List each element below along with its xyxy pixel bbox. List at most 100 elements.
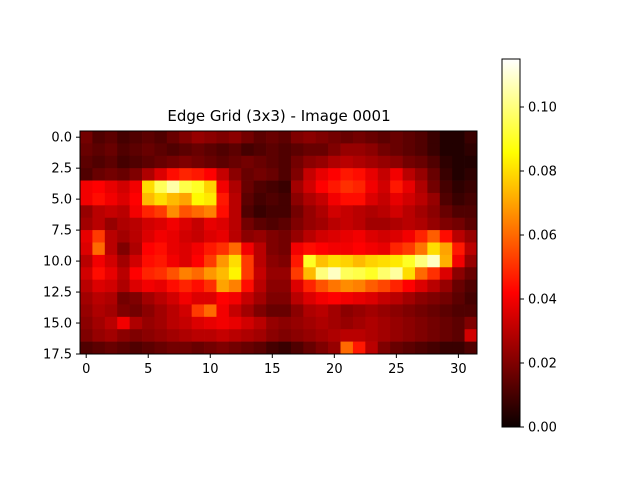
heat-cell	[402, 217, 416, 231]
heat-cell	[117, 192, 130, 206]
heat-cell	[129, 155, 143, 169]
heat-cell	[241, 292, 255, 305]
heat-cell	[241, 217, 255, 231]
heat-cell	[80, 192, 93, 206]
heat-cell	[303, 180, 317, 194]
heat-cell	[92, 329, 106, 342]
heat-cell	[241, 267, 255, 281]
heat-cell	[439, 316, 453, 330]
heat-cell	[464, 267, 478, 281]
heat-cell	[340, 267, 354, 281]
heat-cell	[365, 168, 379, 181]
heat-cell	[464, 254, 478, 268]
colorbar-tick-label: 0.08	[528, 165, 557, 180]
heat-cell	[253, 279, 267, 293]
colorbar-gradient	[501, 58, 521, 428]
heat-cell	[154, 267, 168, 281]
heat-cell	[179, 205, 193, 219]
heat-cell	[216, 292, 230, 305]
colorbar: 0.00 0.02 0.04 0.06 0.08 0.10	[501, 58, 557, 436]
heat-cell	[129, 341, 143, 355]
heat-cell	[142, 292, 155, 305]
heat-cell	[377, 230, 391, 243]
heat-cell	[129, 168, 143, 181]
heat-cell	[352, 329, 366, 342]
heat-cell	[278, 242, 292, 256]
heat-cell	[241, 143, 255, 157]
heat-cell	[452, 168, 465, 181]
heat-cell	[253, 316, 267, 330]
heat-cell	[290, 131, 304, 144]
heat-cell	[439, 230, 453, 243]
heat-cell	[352, 292, 366, 305]
heat-cell	[414, 217, 428, 231]
heat-cell	[80, 292, 93, 305]
heat-cell	[340, 205, 354, 219]
heat-cell	[439, 267, 453, 281]
heat-cell	[439, 279, 453, 293]
heat-cell	[377, 155, 391, 169]
heat-cell	[142, 230, 155, 243]
heat-cell	[80, 279, 93, 293]
heat-cell	[80, 155, 93, 169]
heat-cell	[452, 180, 465, 194]
heat-cell	[452, 292, 465, 305]
heat-cell	[464, 180, 478, 194]
heat-cell	[328, 168, 341, 181]
heat-cell	[166, 242, 180, 256]
heat-cell	[439, 205, 453, 219]
heat-cell	[427, 143, 441, 157]
heat-cell	[303, 267, 317, 281]
heat-cell	[216, 341, 230, 355]
heat-cell	[241, 316, 255, 330]
heat-cell	[216, 242, 230, 256]
heat-cell	[452, 205, 465, 219]
heat-cell	[216, 279, 230, 293]
heat-cell	[290, 267, 304, 281]
heat-cell	[377, 180, 391, 194]
heat-cell	[377, 292, 391, 305]
heat-cell	[464, 292, 478, 305]
heat-cell	[191, 143, 205, 157]
heat-cell	[253, 329, 267, 342]
heat-cell	[390, 131, 403, 144]
heat-cell	[166, 217, 180, 231]
heat-cell	[278, 192, 292, 206]
heat-cell	[278, 205, 292, 219]
heat-cell	[452, 304, 465, 318]
heat-cell	[377, 254, 391, 268]
heat-cell	[228, 230, 242, 243]
heat-cell	[253, 155, 267, 169]
heat-cell	[129, 242, 143, 256]
heat-cell	[340, 168, 354, 181]
heat-cell	[315, 341, 329, 355]
heat-cell	[402, 329, 416, 342]
heat-cell	[464, 205, 478, 219]
heat-cell	[104, 292, 118, 305]
heat-cell	[117, 205, 130, 219]
heat-cell	[204, 279, 217, 293]
heat-cell	[427, 254, 441, 268]
heat-cell	[328, 205, 341, 219]
heat-cell	[179, 168, 193, 181]
heat-cell	[117, 242, 130, 256]
heat-cell	[352, 205, 366, 219]
heat-cell	[191, 254, 205, 268]
heat-cell	[315, 143, 329, 157]
heat-cell	[290, 304, 304, 318]
heat-cell	[266, 267, 279, 281]
heat-cell	[241, 341, 255, 355]
heat-cell	[166, 168, 180, 181]
heat-cell	[328, 329, 341, 342]
heat-cell	[179, 155, 193, 169]
heat-cell	[228, 242, 242, 256]
heat-cell	[390, 304, 403, 318]
heat-cell	[154, 279, 168, 293]
heat-cell	[191, 180, 205, 194]
heat-cell	[166, 329, 180, 342]
heat-cell	[204, 168, 217, 181]
heat-cell	[303, 205, 317, 219]
heat-cell	[278, 155, 292, 169]
heat-cell	[179, 316, 193, 330]
heat-cell	[390, 316, 403, 330]
